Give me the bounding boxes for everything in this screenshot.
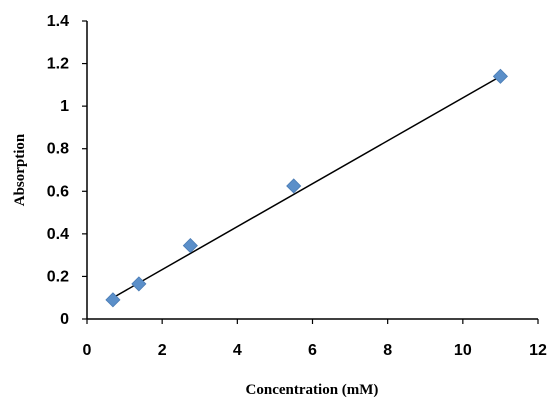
x-axis-title: Concentration (mM) <box>246 382 379 398</box>
data-point <box>131 276 147 292</box>
y-tick-label: 0.4 <box>47 226 69 243</box>
y-axis-title: Absorption <box>12 133 28 206</box>
y-tick-label: 0.6 <box>47 183 69 200</box>
x-axis-ticks: 0 2 4 6 8 10 12 <box>83 319 547 359</box>
x-tick-label: 2 <box>158 342 167 359</box>
y-axis-ticks: 0 0.2 0.4 0.6 0.8 1 1.2 1.4 <box>47 13 87 328</box>
y-tick-label: 1.4 <box>47 13 69 30</box>
data-point <box>182 237 198 254</box>
data-point <box>286 178 302 194</box>
y-tick-label: 0.8 <box>47 141 69 158</box>
y-tick-label: 1 <box>60 98 69 115</box>
y-tick-label: 0.2 <box>47 268 69 285</box>
x-tick-label: 8 <box>383 342 392 359</box>
x-tick-label: 4 <box>233 342 242 359</box>
x-tick-label: 10 <box>454 342 472 359</box>
data-point <box>492 68 508 84</box>
data-point <box>105 292 121 308</box>
trendline <box>112 75 501 299</box>
x-tick-label: 0 <box>83 342 92 359</box>
trendline-group <box>112 75 501 299</box>
y-tick-label: 1.2 <box>47 56 69 73</box>
x-tick-label: 12 <box>529 342 547 359</box>
y-tick-label: 0 <box>60 311 69 328</box>
x-tick-label: 6 <box>308 342 317 359</box>
data-points <box>105 68 508 308</box>
